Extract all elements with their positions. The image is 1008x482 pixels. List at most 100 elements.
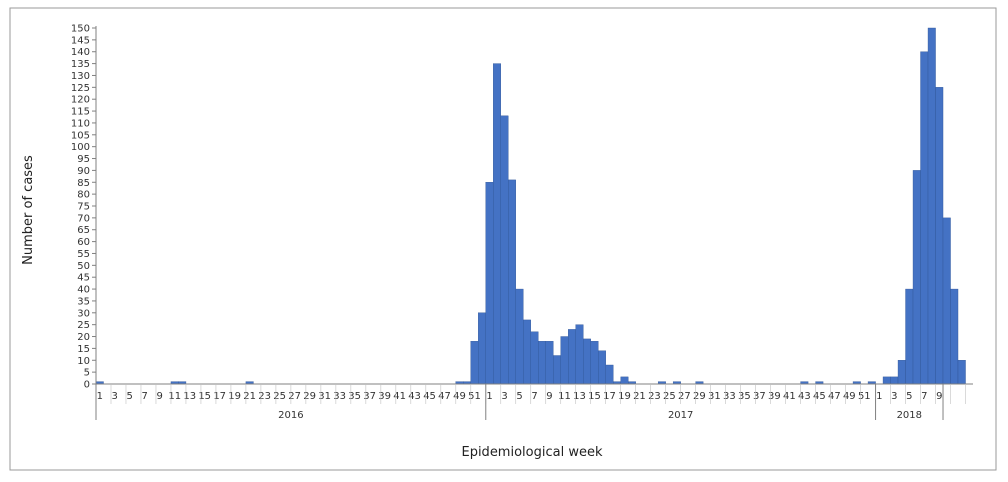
x-tick-label: 5 <box>127 391 133 402</box>
x-tick-label: 33 <box>723 391 736 402</box>
year-label: 2016 <box>278 410 303 421</box>
bar <box>598 350 606 385</box>
y-tick-label: 120 <box>71 95 90 106</box>
bar <box>912 170 921 385</box>
x-tick-label: 45 <box>813 391 826 402</box>
y-tick-label: 40 <box>77 285 90 296</box>
x-tick-label: 39 <box>768 391 781 402</box>
bars-group <box>95 27 966 385</box>
bar <box>493 63 501 385</box>
x-tick-label: 15 <box>198 391 211 402</box>
y-tick-label: 25 <box>77 320 90 331</box>
x-tick-label: 51 <box>858 391 871 402</box>
x-tick-label: 23 <box>258 391 271 402</box>
y-tick-label: 35 <box>77 296 90 307</box>
x-tick-label: 49 <box>453 391 466 402</box>
x-tick-label: 3 <box>891 391 897 402</box>
year-label: 2017 <box>668 410 693 421</box>
x-tick-label: 5 <box>516 391 522 402</box>
y-tick-label: 85 <box>77 178 90 189</box>
bar <box>523 319 531 385</box>
x-tick-label: 1 <box>486 391 492 402</box>
y-tick-label: 10 <box>77 356 90 367</box>
bar <box>568 329 576 385</box>
x-tick-label: 35 <box>348 391 361 402</box>
x-axis-title: Epidemiological week <box>461 445 602 460</box>
bar <box>508 179 516 385</box>
x-tick-label: 25 <box>273 391 286 402</box>
x-tick-label: 1 <box>97 391 103 402</box>
x-tick-label: 11 <box>168 391 181 402</box>
bar <box>590 341 599 385</box>
x-tick-label: 27 <box>678 391 691 402</box>
bar <box>583 338 591 385</box>
bar <box>485 182 494 385</box>
year-labels: 2016 2017 2018 <box>95 384 944 421</box>
x-tick-label: 9 <box>546 391 552 402</box>
bar <box>882 376 891 385</box>
axes <box>95 26 973 385</box>
y-tick-label: 55 <box>77 249 90 260</box>
y-tick-label: 110 <box>71 118 90 129</box>
bar <box>957 360 966 385</box>
y-tick-label: 5 <box>84 368 90 379</box>
x-tick-label: 17 <box>603 391 616 402</box>
bar <box>605 364 614 385</box>
y-tick-label: 145 <box>71 35 90 46</box>
x-tick-label: 47 <box>828 391 841 402</box>
y-tick-label: 15 <box>77 344 90 355</box>
x-tick-label: 15 <box>588 391 601 402</box>
y-tick-label: 150 <box>71 24 90 35</box>
bar <box>530 331 539 385</box>
y-tick-label: 115 <box>71 107 90 118</box>
x-tick-label: 25 <box>663 391 676 402</box>
y-tick-label: 30 <box>77 308 90 319</box>
x-tick-label: 41 <box>783 391 796 402</box>
x-tick-label: 7 <box>142 391 148 402</box>
x-tick-label: 41 <box>393 391 406 402</box>
y-tick-label: 90 <box>77 166 90 177</box>
x-tick-label: 19 <box>228 391 241 402</box>
x-tick-label: 27 <box>288 391 301 402</box>
bar <box>560 336 569 385</box>
x-tick-label: 19 <box>618 391 631 402</box>
y-tick-label: 0 <box>84 380 90 391</box>
y-tick-label: 125 <box>71 83 90 94</box>
x-tick-label: 3 <box>112 391 118 402</box>
x-tick-label: 11 <box>558 391 571 402</box>
y-tick-label: 65 <box>77 225 90 236</box>
y-tick-label: 100 <box>71 142 90 153</box>
x-tick-label: 35 <box>738 391 751 402</box>
x-tick-label: 51 <box>468 391 481 402</box>
x-axis-ticks: 1 3 5 7 9 11 13 15 17 19 21 23 25 27 29 31 33 35 37 39 41 43 4… <box>95 384 966 404</box>
x-tick-label: 7 <box>531 391 537 402</box>
x-tick-label: 23 <box>648 391 661 402</box>
bar <box>942 217 951 385</box>
x-tick-label: 37 <box>753 391 766 402</box>
bar <box>920 51 929 385</box>
x-tick-label: 43 <box>408 391 421 402</box>
y-axis-title: Number of cases <box>21 155 36 265</box>
bar <box>950 288 959 385</box>
x-tick-label: 29 <box>693 391 706 402</box>
x-tick-label: 37 <box>363 391 376 402</box>
bar <box>935 87 944 385</box>
x-tick-label: 5 <box>906 391 912 402</box>
x-tick-label: 9 <box>157 391 163 402</box>
x-tick-label: 31 <box>708 391 721 402</box>
bar <box>905 288 914 385</box>
x-tick-label: 49 <box>843 391 856 402</box>
x-tick-label: 17 <box>213 391 226 402</box>
x-tick-label: 31 <box>318 391 331 402</box>
bar <box>478 312 486 385</box>
y-tick-label: 95 <box>77 154 90 165</box>
x-tick-label: 3 <box>501 391 507 402</box>
y-tick-label: 50 <box>77 261 90 272</box>
bar <box>545 341 554 385</box>
y-tick-label: 130 <box>71 71 90 82</box>
x-tick-label: 45 <box>423 391 436 402</box>
bar <box>890 376 899 385</box>
bar <box>500 115 509 385</box>
